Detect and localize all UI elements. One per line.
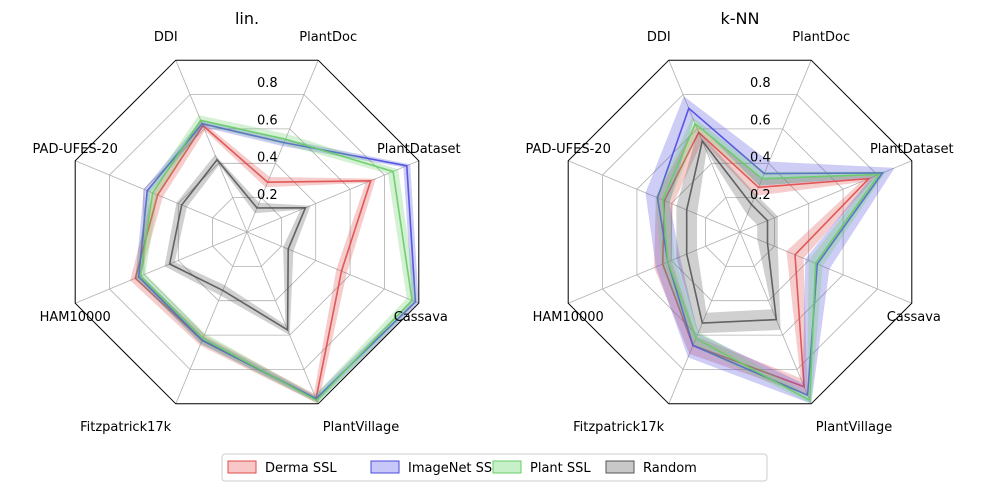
- axis-label-plantdataset: PlantDataset: [377, 142, 461, 157]
- r-tick-label: 0.8: [750, 76, 771, 91]
- axis-label-pad-ufes-20: PAD-UFES-20: [526, 142, 611, 157]
- axis-label-fitzpatrick17k: Fitzpatrick17k: [573, 420, 665, 435]
- r-tick-label: 0.8: [257, 76, 278, 91]
- series-line-plant-ssl: [661, 122, 881, 402]
- axis-label-ddi: DDI: [154, 30, 178, 45]
- r-tick-label: 0.4: [750, 151, 771, 166]
- axis-label-cassava: Cassava: [394, 310, 448, 325]
- legend-swatch-derma-ssl: [227, 460, 257, 474]
- legend: Derma SSL ImageNet SSL Plant SSL Random: [221, 453, 768, 482]
- grid-spoke: [75, 160, 248, 233]
- grid-spoke: [568, 160, 741, 233]
- grid-spoke: [246, 60, 319, 233]
- series-band-derma-ssl: [130, 120, 376, 404]
- chart-title: k-NN: [721, 9, 760, 28]
- grid-spoke: [568, 231, 741, 304]
- axis-label-fitzpatrick17k: Fitzpatrick17k: [80, 420, 172, 435]
- radar-panel-k-nn: 0.2 0.4 0.6 0.8 DDI PlantDoc PlantDataset Cassa…: [526, 9, 954, 435]
- series-band-random: [676, 130, 781, 334]
- grid-spoke: [668, 231, 741, 404]
- legend-label-imagenet-ssl: ImageNet SSL: [408, 461, 500, 476]
- grid-spoke: [175, 60, 248, 233]
- grid-spoke: [246, 160, 419, 233]
- r-tick-label: 0.2: [257, 188, 278, 203]
- axis-label-ham10000: HAM10000: [40, 310, 111, 325]
- r-tick-label: 0.6: [257, 113, 278, 128]
- r-tick-label: 0.4: [257, 151, 278, 166]
- grid-spoke: [668, 60, 741, 233]
- grid-spoke: [175, 231, 248, 404]
- grid-spoke: [739, 231, 912, 304]
- axis-label-plantdoc: PlantDoc: [792, 30, 850, 45]
- axis-label-plantvillage: PlantVillage: [816, 420, 892, 435]
- r-tick-label: 0.6: [750, 113, 771, 128]
- grid-spoke: [739, 60, 812, 233]
- r-tick-label: 0.2: [750, 188, 771, 203]
- legend-swatch-imagenet-ssl: [370, 460, 400, 474]
- grid-spoke: [246, 231, 319, 404]
- axis-label-cassava: Cassava: [887, 310, 941, 325]
- axis-label-ddi: DDI: [647, 30, 671, 45]
- legend-label-derma-ssl: Derma SSL: [265, 461, 337, 476]
- legend-swatch-plant-ssl: [492, 460, 522, 474]
- grid-spoke: [75, 231, 248, 304]
- series-line-random: [685, 139, 778, 324]
- axis-label-ham10000: HAM10000: [533, 310, 604, 325]
- series-band-plant-ssl: [655, 116, 887, 404]
- legend-label-random: Random: [643, 461, 697, 476]
- series-line-plant-ssl: [139, 119, 413, 402]
- legend-label-plant-ssl: Plant SSL: [530, 461, 591, 476]
- series-line-imagenet-ssl: [656, 106, 885, 397]
- grid-spoke: [246, 231, 419, 304]
- chart-title: lin.: [235, 9, 259, 28]
- radar-panel-lin: 0.2 0.4 0.6 0.8 DDI PlantDoc PlantDataset Cassa…: [33, 9, 461, 435]
- axis-label-plantdoc: PlantDoc: [299, 30, 357, 45]
- series-line-random: [168, 158, 307, 332]
- legend-swatch-random: [605, 460, 635, 474]
- axis-label-pad-ufes-20: PAD-UFES-20: [33, 142, 118, 157]
- axis-label-plantdataset: PlantDataset: [870, 142, 954, 157]
- axis-label-plantvillage: PlantVillage: [323, 420, 399, 435]
- radar-frame: [567, 59, 913, 405]
- radar-frame: [74, 59, 420, 405]
